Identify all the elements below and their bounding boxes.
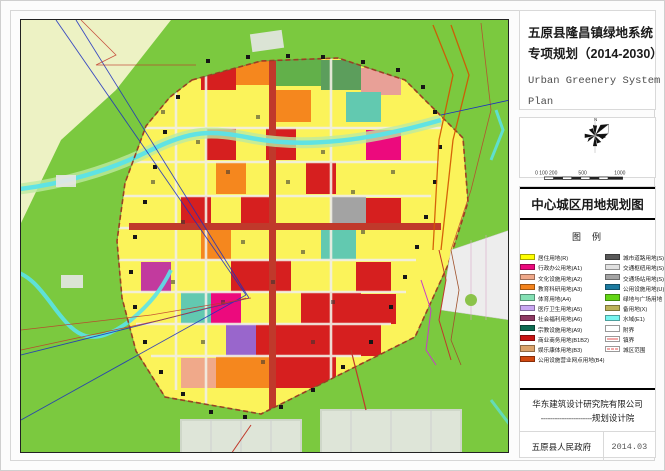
svg-text:N: N <box>594 118 597 122</box>
svg-text:1000: 1000 <box>614 170 625 176</box>
svg-text:0 100 200: 0 100 200 <box>535 170 557 176</box>
svg-text:500: 500 <box>578 170 587 176</box>
